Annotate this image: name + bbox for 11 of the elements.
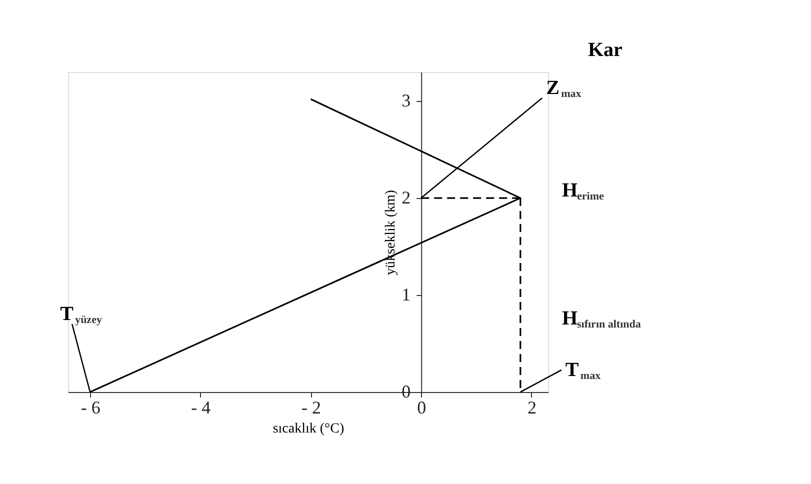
y-tick-label: 3 xyxy=(402,90,411,111)
x-tick-label: - 4 xyxy=(191,398,211,418)
x-tick-label: 0 xyxy=(417,398,426,418)
text: Kar xyxy=(588,39,623,61)
x-tick-label: - 6 xyxy=(80,398,100,418)
y-tick-label: 2 xyxy=(402,188,411,208)
y-tick-label: 1 xyxy=(402,284,411,305)
x-tick-label: 2 xyxy=(527,398,536,418)
x-axis-title: sıcaklık (°C) xyxy=(272,422,344,436)
y-axis-title: yükseklik (km) xyxy=(384,190,399,276)
x-tick-label: - 2 xyxy=(302,398,322,418)
